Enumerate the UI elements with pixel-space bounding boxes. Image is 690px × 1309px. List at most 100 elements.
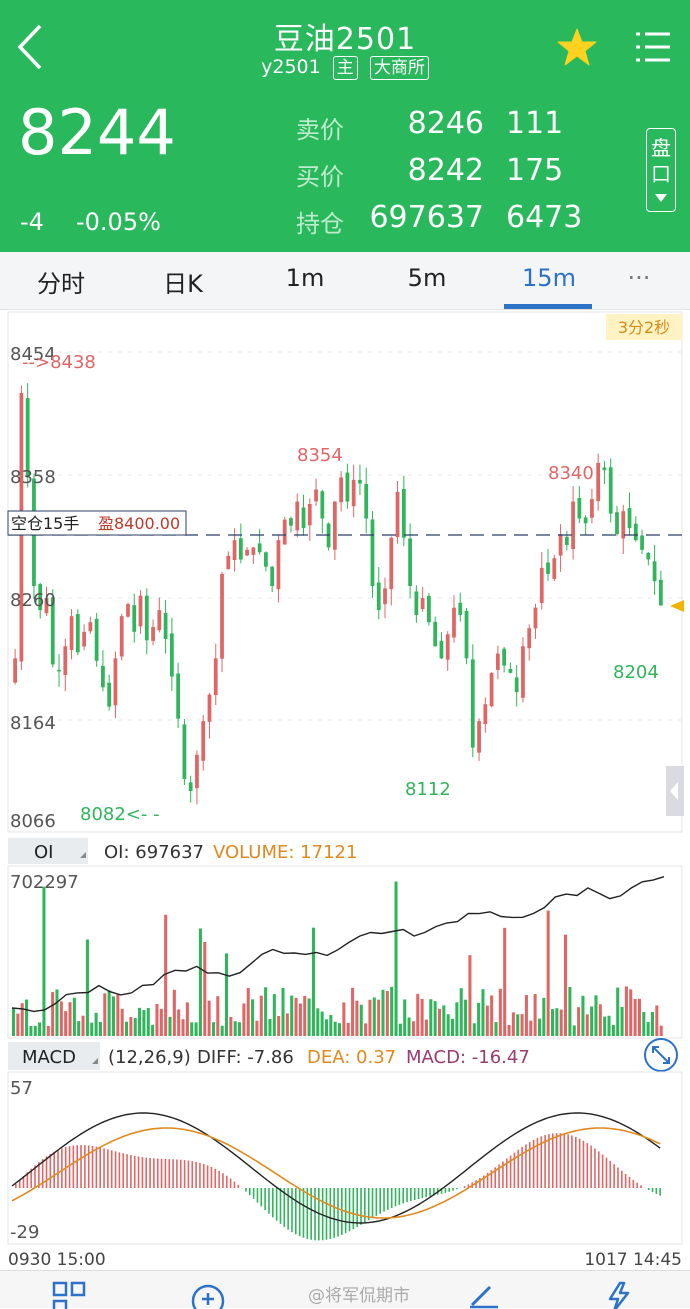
candle-body <box>502 648 507 666</box>
add-circle-icon[interactable] <box>188 1281 228 1309</box>
candle-body <box>63 646 68 676</box>
volume-bar <box>346 1022 350 1036</box>
candle-body <box>119 616 124 657</box>
candle-body <box>370 519 375 586</box>
volume-bar <box>272 994 276 1036</box>
volume-bar <box>524 995 528 1036</box>
volume-bar <box>207 1000 211 1036</box>
candle-body <box>57 669 61 672</box>
favorite-star-icon[interactable] <box>556 26 598 68</box>
volume-bar <box>537 1018 541 1036</box>
candle-body <box>489 672 494 707</box>
candle-body <box>282 519 287 545</box>
contract-code: y2501 <box>261 56 321 78</box>
grid-icon[interactable] <box>52 1281 86 1309</box>
volume-bar <box>485 1005 489 1036</box>
volume-bar <box>12 1007 16 1036</box>
position-box[interactable] <box>7 510 187 536</box>
volume-bar <box>81 1015 85 1036</box>
volume-bar <box>572 1025 576 1036</box>
bid-price: 8242 <box>407 153 484 188</box>
kline-chart[interactable]: 3分2秒 8454 8358 8260 8164 8066 空仓15手 盈840… <box>0 310 690 1270</box>
bid-label: 买价 <box>296 163 344 191</box>
edit-icon[interactable] <box>466 1281 502 1309</box>
pankou-button[interactable]: 盘口 <box>646 128 676 212</box>
volume-bar <box>372 997 376 1036</box>
countdown-badge <box>606 314 682 340</box>
lightning-icon[interactable] <box>604 1281 634 1309</box>
tab-daily-k[interactable]: 日K <box>163 270 203 298</box>
diff-line <box>11 1112 661 1224</box>
oi-tab-label: OI <box>34 842 53 863</box>
candle-body <box>220 573 224 659</box>
oi-tab-button[interactable] <box>8 838 88 864</box>
candle-body <box>157 610 162 631</box>
candle-body <box>383 588 387 605</box>
y-label-2: 8358 <box>10 467 56 488</box>
volume-bar <box>94 1012 98 1036</box>
candle-body <box>615 512 619 535</box>
macd-diff: DIFF: -7.86 <box>197 1047 294 1068</box>
volume-bar <box>33 1025 37 1036</box>
candle-body <box>596 462 601 502</box>
back-arrow-icon[interactable] <box>12 20 56 74</box>
volume-bar <box>455 1002 459 1036</box>
volume-bar <box>468 955 472 1036</box>
position-label: 空仓15手 <box>11 514 79 533</box>
volume-bar <box>598 1004 602 1036</box>
tab-5m[interactable]: 5m <box>407 264 447 292</box>
volume-bar <box>29 1025 33 1036</box>
volume-bar <box>216 996 220 1036</box>
volume-bar <box>459 988 463 1036</box>
current-price-marker <box>670 600 684 612</box>
candle-body <box>646 552 651 560</box>
volume-bar <box>298 1003 302 1036</box>
tab-timeshare[interactable]: 分时 <box>37 270 85 298</box>
candle-body <box>264 552 268 567</box>
candle-body <box>201 721 206 761</box>
volume-bar <box>211 1022 215 1036</box>
volume-bar <box>520 1014 524 1036</box>
volume-bar <box>25 999 29 1036</box>
candle-body <box>276 540 281 590</box>
macd-tab-button[interactable] <box>8 1042 100 1070</box>
volume-bar <box>285 1013 289 1036</box>
candle-body <box>226 555 231 570</box>
macd-value: MACD: -16.47 <box>406 1047 530 1068</box>
volume-bar <box>277 1016 281 1036</box>
candle-body <box>295 501 300 531</box>
candle-body <box>414 591 419 615</box>
volume-bar <box>16 1013 20 1036</box>
volume-bar <box>603 1016 607 1036</box>
volume-bars <box>12 881 663 1036</box>
oi-header <box>8 838 682 864</box>
tab-15m[interactable]: 15m <box>522 264 576 292</box>
volume-bar <box>368 999 372 1036</box>
volume-bar <box>20 1003 24 1036</box>
tab-more[interactable]: ··· <box>627 264 651 292</box>
candle-body <box>320 491 325 519</box>
candle-body <box>358 479 362 484</box>
volume-bar <box>159 1008 163 1036</box>
candle-body <box>558 534 563 556</box>
volume-bar <box>259 995 263 1036</box>
volume-bar <box>403 999 407 1036</box>
bottom-toolbar <box>0 1270 690 1309</box>
annot-8082: 8082<- - <box>80 804 160 825</box>
volume-bar <box>264 987 268 1036</box>
volume-bar <box>568 987 572 1036</box>
volume-bar <box>516 1014 520 1036</box>
y-label-3: 8260 <box>10 590 56 611</box>
volume-bar <box>642 1012 646 1036</box>
active-tab-indicator <box>504 304 592 309</box>
period-tabs: 分时 日K 1m 5m 15m ··· <box>0 252 690 310</box>
tab-1m[interactable]: 1m <box>285 264 325 292</box>
candle-body <box>508 668 513 673</box>
candle-body <box>389 537 394 590</box>
volume-bar <box>464 999 468 1036</box>
menu-list-icon[interactable] <box>634 28 672 68</box>
candle-body <box>101 665 105 688</box>
expand-icon[interactable] <box>644 1038 678 1072</box>
volume-bar <box>68 1002 72 1036</box>
volume-bar <box>333 1021 337 1036</box>
